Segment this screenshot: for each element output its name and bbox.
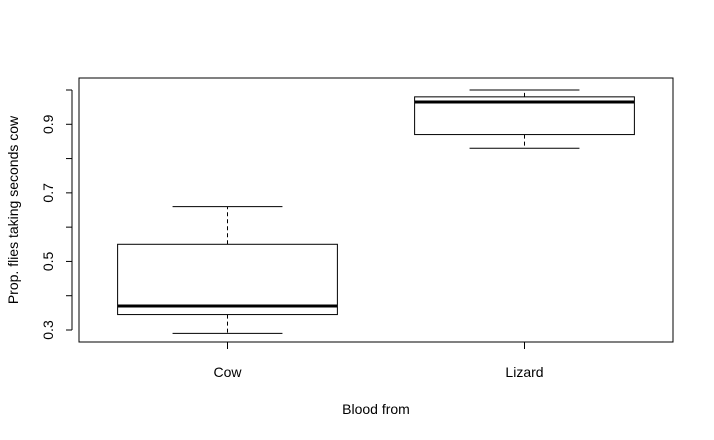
box-lizard [414, 89, 635, 149]
boxes-layer [117, 89, 635, 334]
x-tick-label: Cow [213, 364, 242, 380]
y-tick-label: 0.5 [40, 251, 56, 271]
y-axis: 0.3 0.5 0.7 0.9 [40, 89, 73, 340]
x-axis-label: Blood from [342, 401, 410, 417]
x-tick-label: Lizard [505, 364, 543, 380]
x-axis: Cow Lizard [213, 341, 544, 380]
y-tick-label: 0.3 [40, 320, 56, 340]
y-tick-label: 0.9 [40, 114, 56, 134]
box-cow [117, 206, 338, 334]
y-axis-label: Prop. flies taking seconds cow [5, 115, 21, 304]
y-tick-label: 0.7 [40, 183, 56, 203]
iqr-box [117, 243, 338, 316]
